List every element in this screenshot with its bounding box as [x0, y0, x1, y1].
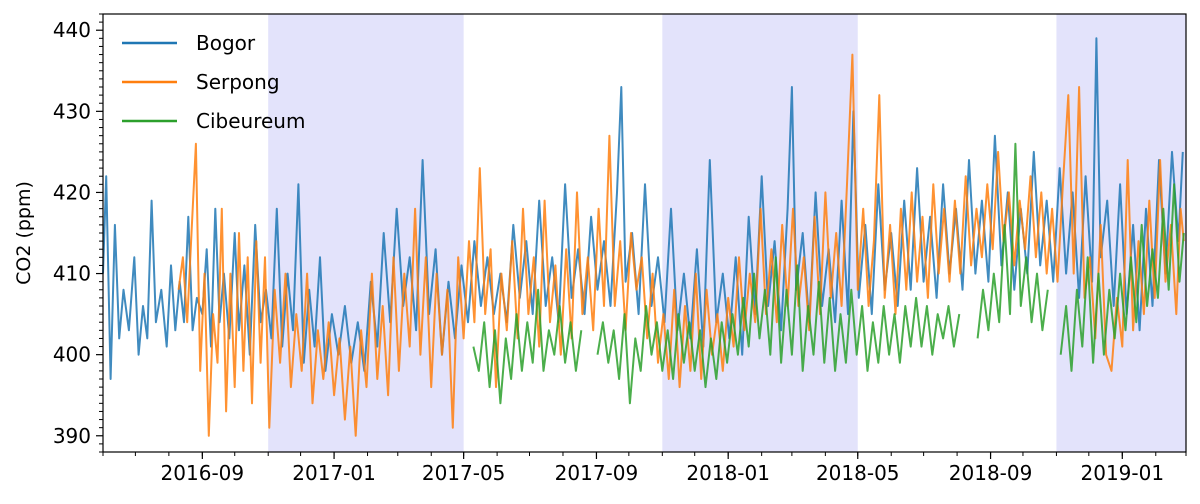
y-tick-label: 440	[53, 18, 91, 42]
x-tick-label: 2017-05	[422, 461, 506, 485]
series-line-cibeureum-1	[472, 288, 583, 405]
legend-label: Bogor	[196, 31, 256, 55]
y-axis-label: CO2 (ppm)	[13, 181, 35, 285]
series-line-cibeureum-4	[1059, 183, 1185, 372]
series-lines-group	[102, 37, 1185, 437]
y-tick-label: 420	[53, 180, 91, 204]
y-tick-label: 390	[53, 424, 91, 448]
x-tick-label: 2018-05	[816, 461, 900, 485]
x-tick-label: 2017-09	[555, 461, 639, 485]
x-tick-label: 2017-01	[292, 461, 376, 485]
x-tick-label: 2018-01	[686, 461, 770, 485]
x-tick-label: 2019-01	[1081, 461, 1165, 485]
x-tick-label: 2016-09	[161, 461, 245, 485]
x-axis-ticks: 2016-09 2017-01 2017-05 2017-09 2018-01 2018-…	[102, 452, 1187, 485]
y-tick-label: 410	[53, 262, 91, 286]
legend-label: Cibeureum	[196, 109, 305, 133]
legend-label: Serpong	[196, 70, 280, 94]
legend: Bogor Serpong Cibeureum	[122, 31, 305, 133]
series-line-cibeureum-3	[976, 142, 1049, 339]
y-axis-ticks: 390 400 410 420 430 440	[53, 13, 103, 453]
x-tick-label: 2018-09	[949, 461, 1033, 485]
series-line-cibeureum-2	[596, 256, 961, 405]
series-line-serpong	[177, 53, 1185, 437]
y-tick-label: 400	[53, 343, 91, 367]
y-tick-label: 430	[53, 99, 91, 123]
